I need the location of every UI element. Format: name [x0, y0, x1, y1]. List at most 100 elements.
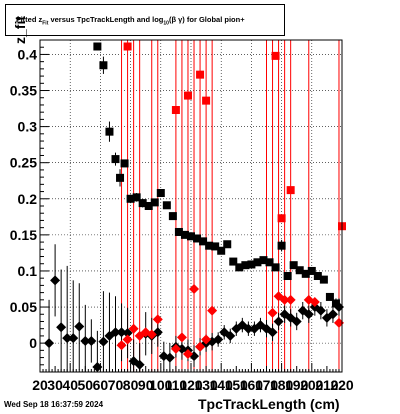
data-point-square — [271, 263, 280, 272]
data-point-diamond — [273, 316, 284, 327]
axes: 20 40 60 80 100 120 140 160 180 200 220 30 50 70 90 110… — [10, 39, 354, 393]
data-point-diamond — [243, 323, 254, 334]
y-tick-label: 0.3 — [18, 119, 38, 135]
x-tick-label: 90 — [138, 377, 154, 393]
y-tick-label: 0.25 — [10, 155, 37, 171]
data-point-diamond — [170, 343, 181, 354]
data-point-diamond — [86, 335, 97, 346]
data-point-diamond — [92, 361, 103, 372]
data-point-diamond — [291, 316, 302, 327]
grid — [39, 40, 343, 372]
data-point-square — [229, 257, 238, 266]
y-tick-label: 0.4 — [18, 46, 38, 62]
data-point-square — [196, 70, 205, 79]
x-tick-label: 140 — [210, 377, 234, 393]
x-tick-label: 170 — [255, 377, 279, 393]
data-point-square — [111, 155, 120, 164]
data-point-square — [265, 258, 274, 267]
data-point-diamond — [152, 314, 163, 325]
data-point-square — [116, 173, 125, 182]
data-point-square — [277, 241, 286, 250]
x-tick-label: 70 — [108, 377, 124, 393]
chart-title: Fitted zFit versus TpcTrackLength and lo… — [16, 15, 245, 27]
data-point-diamond — [44, 338, 55, 349]
x-tick-label: 160 — [240, 377, 264, 393]
data-point-diamond — [134, 359, 145, 370]
data-point-diamond — [128, 323, 139, 334]
data-point-diamond — [309, 296, 320, 307]
data-point-square — [313, 272, 322, 281]
data-point-diamond — [285, 294, 296, 305]
data-point-diamond — [122, 328, 133, 339]
data-point-square — [289, 261, 298, 270]
data-point-diamond — [201, 334, 212, 345]
data-point-square — [331, 299, 340, 308]
data-point-square — [99, 61, 108, 70]
data-point-diamond — [225, 330, 236, 341]
data-points — [44, 42, 346, 372]
data-point-diamond — [333, 317, 344, 328]
data-point-diamond — [68, 333, 79, 344]
x-tick-label: 60 — [93, 377, 109, 393]
data-point-square — [174, 227, 183, 236]
x-tick-label: 100 — [149, 377, 173, 393]
data-point-diamond — [176, 332, 187, 343]
data-point-diamond — [116, 340, 127, 351]
data-point-diamond — [195, 341, 206, 352]
data-point-diamond — [213, 334, 224, 345]
data-point-square — [168, 212, 177, 221]
x-tick-label: 210 — [315, 377, 339, 393]
x-tick-label: 220 — [330, 377, 354, 393]
data-point-diamond — [116, 327, 127, 338]
y-tick-label: 0.15 — [10, 227, 37, 243]
data-point-diamond — [303, 309, 314, 320]
y-tick-label: 0.1 — [18, 263, 38, 279]
data-point-diamond — [80, 335, 91, 346]
data-point-square — [183, 91, 192, 100]
data-point-diamond — [279, 294, 290, 305]
x-tick-label: 180 — [270, 377, 294, 393]
x-tick-label: 30 — [47, 377, 63, 393]
y-tick-label: 0 — [29, 335, 37, 351]
data-point-square — [120, 159, 129, 168]
data-point-diamond — [146, 329, 157, 340]
x-tick-label: 130 — [194, 377, 218, 393]
data-point-square — [241, 261, 250, 270]
data-point-square — [199, 237, 208, 246]
data-point-square — [295, 266, 304, 275]
data-point-square — [223, 240, 232, 249]
data-point-square — [235, 263, 244, 272]
x-tick-label: 40 — [62, 377, 78, 393]
data-point-square — [202, 96, 211, 105]
data-point-square — [105, 127, 114, 136]
data-point-diamond — [327, 309, 338, 320]
data-point-square — [132, 193, 141, 202]
data-point-diamond — [98, 336, 109, 347]
x-tick-label: 150 — [225, 377, 249, 393]
x-tick-label: 80 — [123, 377, 139, 393]
data-point-square — [138, 199, 147, 208]
title-box: Fitted zFit versus TpcTrackLength and lo… — [5, 4, 285, 36]
data-point-square — [259, 256, 268, 265]
data-point-square — [187, 232, 195, 241]
footer-date: Wed Sep 18 16:37:59 2024 — [4, 400, 104, 409]
data-point-diamond — [267, 327, 278, 338]
data-point-diamond — [207, 305, 218, 316]
data-point-diamond — [267, 307, 278, 318]
data-point-square — [319, 275, 328, 284]
data-point-square — [253, 258, 262, 267]
data-point-square — [277, 214, 286, 223]
data-point-square — [180, 230, 189, 239]
data-point-square — [247, 260, 256, 269]
x-tick-label: 110 — [165, 377, 188, 393]
y-axis-label: z_fit — [12, 16, 28, 44]
data-point-square — [205, 241, 214, 250]
x-axis-label: TpcTrackLength (cm) — [198, 396, 340, 412]
data-point-square — [217, 246, 226, 255]
data-point-square — [283, 272, 292, 281]
data-point-diamond — [189, 284, 200, 294]
x-tick-label: 120 — [179, 377, 203, 393]
y-tick-label: 0.35 — [10, 83, 37, 99]
data-point-diamond — [182, 348, 193, 359]
